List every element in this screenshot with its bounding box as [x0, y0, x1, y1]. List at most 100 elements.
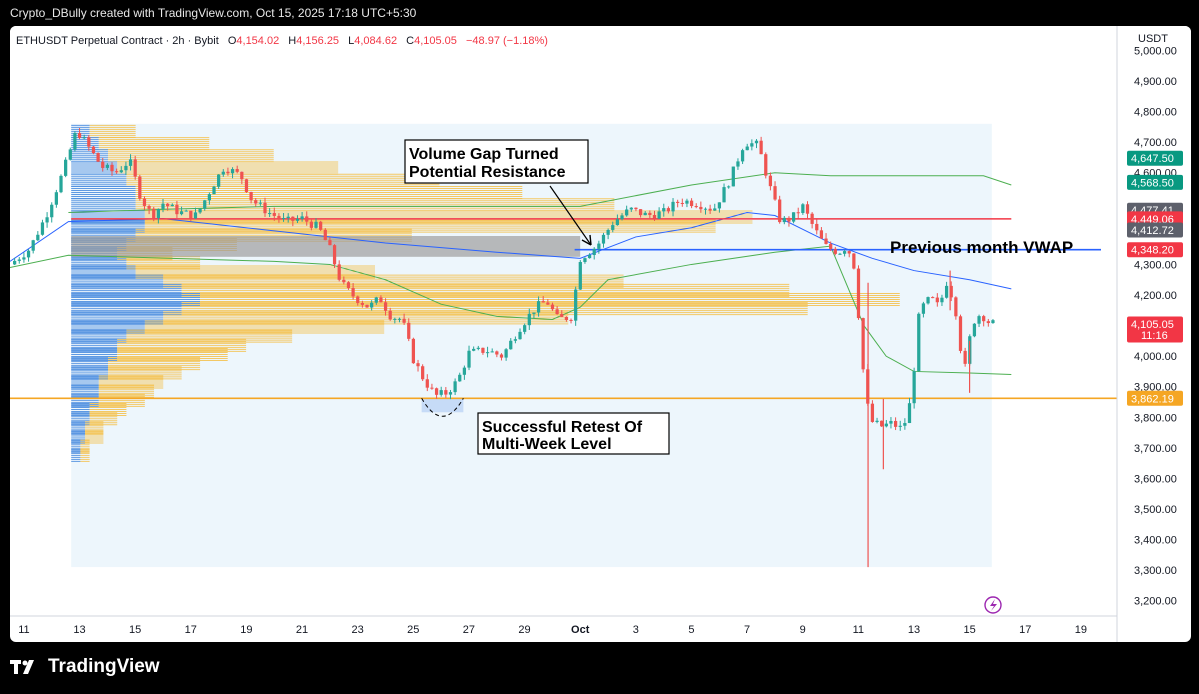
candle-body [564, 316, 569, 320]
candle-body [958, 316, 963, 351]
candle-body [550, 304, 555, 310]
price-badge [1127, 222, 1183, 238]
candle-body [425, 379, 429, 388]
time-tick-label: 5 [688, 624, 694, 636]
candle-body [940, 297, 944, 303]
candle-body [314, 221, 318, 228]
candle-body [513, 339, 518, 341]
time-tick-label: Oct [571, 624, 590, 636]
gap-arrow-line [549, 185, 592, 246]
candle-body [972, 323, 977, 337]
candle-body [796, 212, 800, 214]
candle-body [574, 289, 578, 321]
candle-body [699, 206, 703, 210]
lightning-icon[interactable] [984, 596, 1002, 614]
candle-body [244, 179, 249, 192]
tradingview-logo-icon [10, 660, 34, 674]
candle-body [13, 260, 17, 265]
candle-body [801, 204, 805, 213]
candle-body [96, 153, 100, 162]
candle-body [87, 137, 91, 147]
candle-body [91, 146, 96, 154]
candle-body [360, 302, 365, 305]
candle-body [778, 199, 782, 223]
candle-body [986, 321, 990, 324]
candle-body [569, 319, 573, 321]
price-tick-label: 4,200.00 [1134, 290, 1177, 302]
candle-body [161, 203, 165, 209]
candle-body [217, 174, 221, 187]
candle-body [77, 133, 82, 138]
time-tick-label: 23 [352, 624, 364, 636]
retest-annotation: Successful Retest Of Multi-Week Level [477, 412, 670, 455]
candle-body [912, 371, 916, 404]
candle-body [305, 216, 309, 222]
candle-body [203, 200, 207, 209]
candle-body [805, 204, 810, 214]
candle-body [175, 204, 179, 215]
price-tick-label: 4,800.00 [1134, 107, 1177, 119]
candle-body [82, 137, 86, 139]
time-tick-label: 11 [18, 624, 29, 636]
candle-body [680, 202, 684, 204]
candle-body [458, 374, 462, 382]
candle-body [17, 259, 21, 261]
candle-body [689, 200, 694, 207]
candle-body [110, 164, 114, 172]
time-scale-ticks[interactable]: 11 13 15 17 19 21 23 25 27 29 Oct 3 5 7 9 11 13 15 17 19 [18, 624, 1087, 636]
candle-body [597, 243, 601, 249]
candle-body [768, 175, 773, 187]
candle-body [833, 248, 837, 254]
candle-body [128, 159, 133, 166]
retest-label-line-1: Successful Retest Of [482, 419, 643, 436]
candle-body [351, 287, 355, 297]
candle-body [703, 208, 708, 210]
price-tick-label: 3,500.00 [1134, 504, 1177, 516]
symbol-text: ETHUSDT Perpetual Contract · 2h · Bybit [16, 35, 219, 47]
candle-body [880, 420, 884, 427]
candle-body [903, 423, 907, 426]
candle-body [444, 390, 448, 395]
candle-body [791, 212, 796, 222]
price-badge-label: 4,348.20 [1131, 245, 1174, 257]
candle-body [847, 251, 851, 254]
chart-panel[interactable]: ETHUSDT Perpetual Contract · 2h · Bybit … [10, 26, 1191, 642]
candle-body [921, 303, 926, 314]
candle-body [397, 318, 402, 320]
time-tick-label: 27 [463, 624, 475, 636]
retest-arc [421, 398, 464, 417]
candle-body [722, 187, 726, 203]
time-tick-label: 7 [744, 624, 750, 636]
time-tick-label: 19 [240, 624, 252, 636]
candle-body [541, 301, 545, 303]
candle-body [954, 297, 958, 317]
candle-body [611, 225, 615, 230]
retest-highlight [421, 398, 464, 413]
candle-body [263, 202, 267, 214]
price-tick-label: 3,800.00 [1134, 412, 1177, 424]
candle-body [115, 171, 119, 173]
price-badge [1127, 316, 1183, 343]
candle-body [782, 217, 786, 223]
candle-body [73, 133, 77, 150]
candle-body [365, 304, 369, 308]
candle-body [907, 403, 912, 424]
price-tick-label: 3,300.00 [1134, 565, 1177, 577]
candle-body [819, 230, 824, 239]
candle-body [300, 216, 304, 219]
candle-body [615, 219, 620, 226]
candle-body [740, 150, 745, 162]
price-chart[interactable]: ETHUSDT Perpetual Contract · 2h · Bybit … [10, 26, 1191, 642]
time-tick-label: 13 [73, 624, 85, 636]
candle-body [898, 425, 902, 427]
candle-body [207, 194, 211, 201]
candle-body [328, 240, 332, 246]
candle-body [193, 212, 198, 219]
price-tick-label: 4,900.00 [1134, 76, 1177, 88]
tradingview-brand-text: TradingView [48, 656, 160, 677]
candle-body [467, 350, 471, 368]
candle-body [606, 229, 610, 235]
candle-body [754, 140, 759, 144]
candle-body [184, 210, 188, 212]
candle-body [824, 238, 828, 244]
